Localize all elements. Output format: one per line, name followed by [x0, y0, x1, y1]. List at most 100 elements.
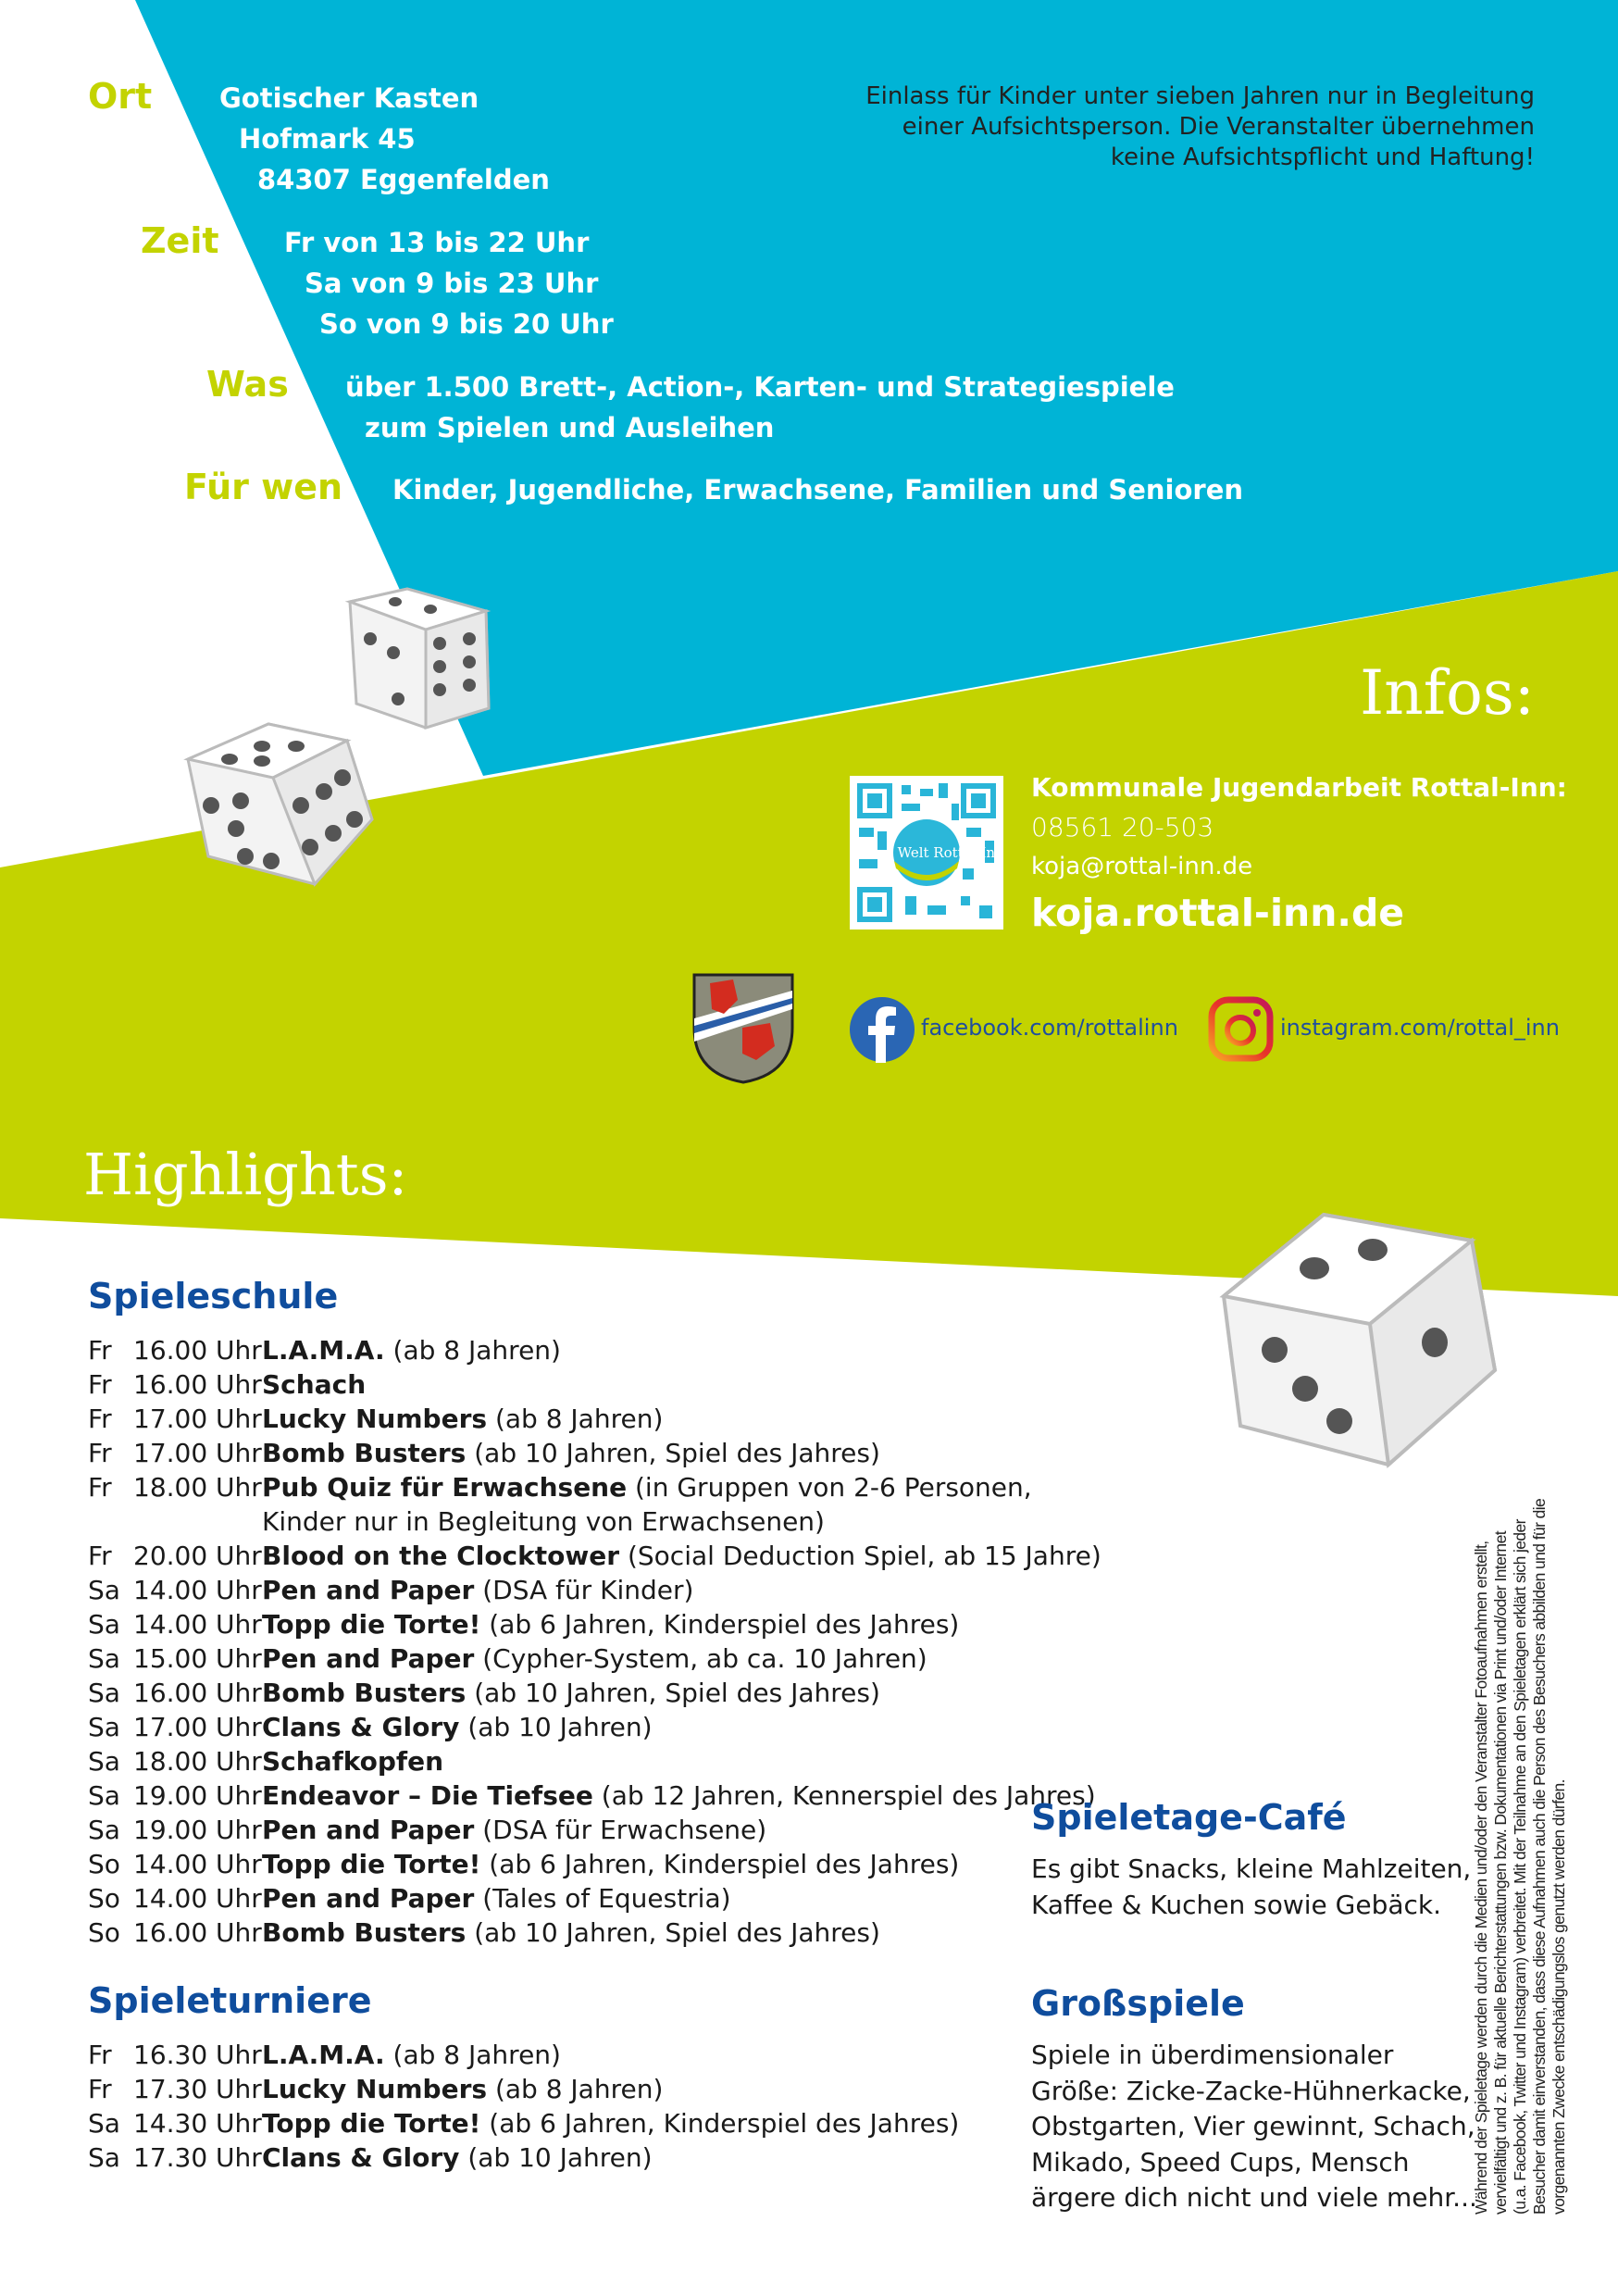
row-event: Schach [262, 1367, 366, 1402]
event-name: Bomb Busters [262, 1678, 467, 1708]
photo-disclaimer: Während der Spieletage werden durch die … [1472, 1446, 1569, 2215]
note-line: einer Aufsichtsperson. Die Veranstalter … [902, 113, 1535, 141]
row-event: Pen and Paper (DSA für Erwachsene) [262, 1813, 766, 1847]
row-time: 16.00 Uhr [133, 1678, 262, 1708]
disclaimer-line: Während der Spieletage werden durch die … [1472, 1541, 1490, 2215]
row-event: Bomb Busters (ab 10 Jahren, Spiel des Ja… [262, 1676, 880, 1710]
event-details: (ab 10 Jahren, Spiel des Jahres) [466, 1438, 880, 1468]
admission-note: Einlass für Kinder unter sieben Jahren n… [865, 81, 1535, 173]
row-day: Sa [88, 2142, 120, 2173]
row-day: Fr [88, 1438, 112, 1468]
facebook-icon[interactable] [849, 996, 915, 1063]
label-was: Was [206, 364, 289, 405]
row-time: 15.00 Uhr [133, 1643, 262, 1674]
row-event: Pen and Paper (Cypher-System, ab ca. 10 … [262, 1641, 927, 1676]
row-day: Sa [88, 1643, 120, 1674]
grossspiele-line: Obstgarten, Vier gewinnt, Schach, [1031, 2111, 1475, 2141]
spieleschule-heading: Spieleschule [88, 1276, 339, 1316]
event-name: Clans & Glory [262, 1712, 460, 1742]
event-name: Endeavor – Die Tiefsee [262, 1780, 593, 1811]
event-details: (ab 8 Jahren) [487, 2074, 664, 2104]
event-name: Pen and Paper [262, 1815, 475, 1845]
event-details: (ab 6 Jahren, Kinderspiel des Jahres) [480, 1609, 960, 1640]
zeit-line-1: Fr von 13 bis 22 Uhr [284, 227, 590, 258]
event-name: Lucky Numbers [262, 1404, 488, 1434]
event-details: (in Gruppen von 2-6 Personen, [627, 1472, 1032, 1503]
zeit-line-3: So von 9 bis 20 Uhr [319, 308, 614, 340]
row-day: Fr [88, 1335, 112, 1366]
event-details: (ab 10 Jahren, Spiel des Jahres) [466, 1678, 880, 1708]
row-day: Fr [88, 1541, 112, 1571]
row-event: Pen and Paper (Tales of Equestria) [262, 1881, 731, 1915]
ort-line-1: Gotischer Kasten [219, 82, 479, 114]
highlights-title: Highlights: [83, 1141, 408, 1208]
row-time: 18.00 Uhr [133, 1746, 262, 1777]
row-event: Endeavor – Die Tiefsee (ab 12 Jahren, Ke… [262, 1778, 1096, 1813]
ort-line-3: 84307 Eggenfelden [257, 164, 550, 195]
label-zeit: Zeit [141, 220, 219, 261]
row-event: Clans & Glory (ab 10 Jahren) [262, 1710, 653, 1744]
row-day: Sa [88, 1746, 120, 1777]
row-time: 17.30 Uhr [133, 2074, 262, 2104]
row-time: 19.00 Uhr [133, 1815, 262, 1845]
row-day: So [88, 1883, 120, 1914]
was-line-1: über 1.500 Brett-, Action-, Karten- und … [345, 371, 1175, 403]
qr-code-icon[interactable]: Meine Welt Rottal-Inn [850, 776, 1003, 930]
event-details: (ab 10 Jahren) [459, 1712, 653, 1742]
row-event: Lucky Numbers (ab 8 Jahren) [262, 2072, 663, 2106]
event-name: Pen and Paper [262, 1883, 475, 1914]
event-details: (ab 8 Jahren) [384, 1335, 561, 1366]
dice-icon [344, 587, 492, 730]
event-name: Bomb Busters [262, 1917, 467, 1948]
event-details: (Tales of Equestria) [474, 1883, 731, 1914]
instagram-link[interactable]: instagram.com/rottal_inn [1280, 1015, 1560, 1041]
row-day: Sa [88, 1815, 120, 1845]
instagram-icon[interactable] [1208, 996, 1274, 1062]
event-name: Schafkopfen [262, 1746, 444, 1777]
row-time: 17.30 Uhr [133, 2142, 262, 2173]
grossspiele-line: Spiele in überdimensionaler [1031, 2040, 1394, 2070]
green-band [0, 571, 1618, 1296]
row-day: Fr [88, 1369, 112, 1400]
ort-line-2: Hofmark 45 [239, 123, 416, 155]
email-link[interactable]: koja@rottal-inn.de [1031, 853, 1253, 880]
cyan-triangle [135, 0, 1618, 776]
event-details-cont: Kinder nur in Begleitung von Erwachsenen… [262, 1506, 825, 1537]
grossspiele-text: Spiele in überdimensionaler Größe: Zicke… [1031, 2038, 1477, 2216]
row-day: So [88, 1917, 120, 1948]
row-event: Topp die Torte! (ab 6 Jahren, Kinderspie… [262, 1607, 959, 1641]
dice-icon [183, 722, 374, 887]
row-time: 20.00 Uhr [133, 1541, 262, 1571]
spieleturniere-heading: Spieleturniere [88, 1980, 372, 2021]
row-time: 16.00 Uhr [133, 1917, 262, 1948]
event-name: L.A.M.A. [262, 1335, 385, 1366]
row-time: 17.00 Uhr [133, 1712, 262, 1742]
note-line: Einlass für Kinder unter sieben Jahren n… [865, 82, 1535, 110]
label-fuer-wen: Für wen [184, 467, 343, 507]
row-event: Clans & Glory (ab 10 Jahren) [262, 2140, 653, 2175]
facebook-link[interactable]: facebook.com/rottalinn [921, 1015, 1178, 1041]
infos-title: Infos: [1360, 657, 1535, 729]
website-link[interactable]: koja.rottal-inn.de [1031, 891, 1405, 935]
event-details: (ab 8 Jahren) [487, 1404, 664, 1434]
event-name: Blood on the Clocktower [262, 1541, 620, 1571]
row-event: Blood on the Clocktower (Social Deductio… [262, 1539, 1101, 1573]
event-name: Bomb Busters [262, 1438, 467, 1468]
row-event: Bomb Busters (ab 10 Jahren, Spiel des Ja… [262, 1436, 880, 1470]
row-day: Fr [88, 2040, 112, 2070]
row-day: Sa [88, 1575, 120, 1605]
was-line-2: zum Spielen und Ausleihen [365, 412, 775, 443]
row-day: Sa [88, 1678, 120, 1708]
row-day: Sa [88, 1780, 120, 1811]
coat-of-arms-icon [692, 973, 794, 1084]
row-day: So [88, 1849, 120, 1879]
row-event: Schafkopfen [262, 1744, 443, 1778]
row-day: Fr [88, 1404, 112, 1434]
org-name: Kommunale Jugendarbeit Rottal-Inn: [1031, 772, 1567, 803]
row-event: Lucky Numbers (ab 8 Jahren) [262, 1402, 663, 1436]
fuer-wen-line-1: Kinder, Jugendliche, Erwachsene, Familie… [392, 474, 1244, 505]
grossspiele-line: ärgere dich nicht und viele mehr... [1031, 2182, 1477, 2213]
row-time: 19.00 Uhr [133, 1780, 262, 1811]
grossspiele-heading: Großspiele [1031, 1983, 1245, 2024]
